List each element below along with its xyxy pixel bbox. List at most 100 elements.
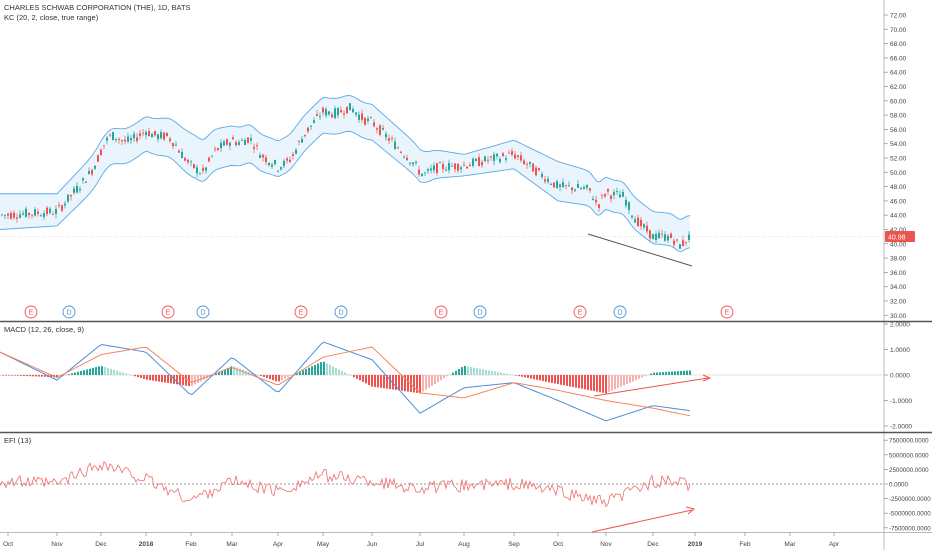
macd-histogram-bar: [227, 367, 229, 375]
candle-body: [103, 145, 105, 147]
macd-histogram-bar: [389, 375, 391, 390]
macd-histogram-bar: [620, 375, 622, 387]
candles-group: [1, 103, 690, 250]
candle-body: [346, 106, 348, 114]
candle-body: [193, 164, 195, 169]
macd-histogram-bar: [35, 375, 37, 377]
candle-body: [637, 217, 639, 227]
dividend-event-marker[interactable]: D: [473, 305, 487, 319]
macd-histogram-bar: [80, 371, 82, 375]
macd-histogram-bar: [155, 375, 157, 382]
candle-body: [589, 188, 591, 191]
macd-histogram-bar: [659, 372, 661, 375]
macd-histogram-bar: [572, 375, 574, 388]
macd-histogram-bar: [665, 371, 667, 375]
time-tick-label: Mar: [784, 541, 796, 548]
candle-body: [298, 141, 300, 143]
candle-body: [334, 108, 336, 119]
macd-histogram-bar: [629, 375, 631, 383]
dividend-event-marker[interactable]: D: [613, 305, 627, 319]
macd-histogram-bar: [566, 375, 568, 386]
macd-histogram-bar: [377, 375, 379, 388]
candle-body: [571, 187, 573, 191]
candle-body: [250, 138, 252, 141]
dividend-event-marker[interactable]: D: [334, 305, 348, 319]
event-circle: [613, 305, 627, 319]
earnings-event-marker[interactable]: E: [24, 305, 38, 319]
event-label: D: [338, 310, 343, 317]
price-axis-bg[interactable]: [884, 0, 932, 532]
macd-histogram-bar: [380, 375, 382, 388]
macd-histogram-bar: [50, 375, 52, 378]
macd-histogram-bar: [641, 375, 643, 378]
macd-histogram-bar: [560, 375, 562, 385]
price-tick-label: 38.00: [890, 256, 907, 263]
candle-body: [511, 151, 513, 155]
macd-histogram-bar: [161, 375, 163, 383]
macd-histogram-bar: [683, 370, 685, 375]
candle-body: [154, 130, 156, 136]
earnings-event-marker[interactable]: E: [434, 305, 448, 319]
trendlines-group[interactable]: [587, 233, 712, 533]
macd-histogram-bar: [434, 375, 436, 384]
macd-histogram-bar: [506, 373, 508, 375]
kc-upper-line: [0, 95, 691, 220]
candle-body: [481, 162, 483, 166]
candle-body: [601, 195, 603, 197]
candle-body: [583, 187, 585, 189]
event-label: D: [617, 310, 622, 317]
candle-body: [64, 203, 66, 206]
candle-body: [118, 139, 120, 141]
macd-histogram-bar: [590, 375, 592, 391]
event-circle: [294, 305, 308, 319]
price-tick-label: 66.00: [890, 55, 907, 62]
candle-body: [307, 127, 309, 132]
macd-histogram-bar: [200, 375, 202, 382]
macd-trendline[interactable]: [593, 377, 709, 397]
macd-histogram-bar: [449, 374, 451, 376]
macd-histogram-bar: [461, 367, 463, 375]
candle-body: [325, 109, 327, 116]
macd-histogram-bar: [440, 375, 442, 381]
time-tick-label: Nov: [600, 541, 612, 548]
earnings-event-marker[interactable]: E: [573, 305, 587, 319]
candle-body: [220, 142, 222, 149]
candle-body: [376, 128, 378, 130]
candle-body: [208, 157, 210, 162]
macd-histogram-bar: [350, 375, 352, 376]
earnings-event-marker[interactable]: E: [294, 305, 308, 319]
event-label: D: [477, 310, 482, 317]
candle-body: [109, 134, 111, 136]
candle-body: [364, 117, 366, 125]
price-tick-label: 42.00: [890, 227, 907, 234]
macd-histogram-bar: [275, 375, 277, 382]
efi-trendline[interactable]: [591, 509, 693, 533]
price-trendline[interactable]: [587, 233, 693, 267]
candle-body: [631, 215, 633, 218]
macd-histogram-bar: [617, 375, 619, 389]
macd-histogram-bar: [5, 375, 7, 376]
candle-body: [439, 162, 441, 164]
candle-body: [115, 138, 117, 140]
candle-body: [223, 141, 225, 146]
candle-body: [421, 173, 423, 177]
macd-signal-line: [0, 346, 691, 417]
candle-body: [301, 139, 303, 143]
candle-body: [142, 132, 144, 134]
macd-histogram-bar: [551, 375, 553, 383]
candle-body: [292, 153, 294, 156]
earnings-event-marker[interactable]: E: [720, 305, 734, 319]
earnings-event-marker[interactable]: E: [161, 305, 175, 319]
macd-histogram-bar: [230, 366, 232, 375]
dividend-event-marker[interactable]: D: [62, 305, 76, 319]
candle-body: [673, 240, 675, 245]
candle-body: [367, 118, 369, 121]
macd-histogram-bar: [383, 375, 385, 389]
candle-body: [148, 131, 150, 137]
candle-body: [448, 162, 450, 171]
candle-body: [157, 134, 159, 140]
macd-tick-label: 1.0000: [890, 347, 910, 354]
dividend-event-marker[interactable]: D: [196, 305, 210, 319]
candle-body: [277, 170, 279, 172]
